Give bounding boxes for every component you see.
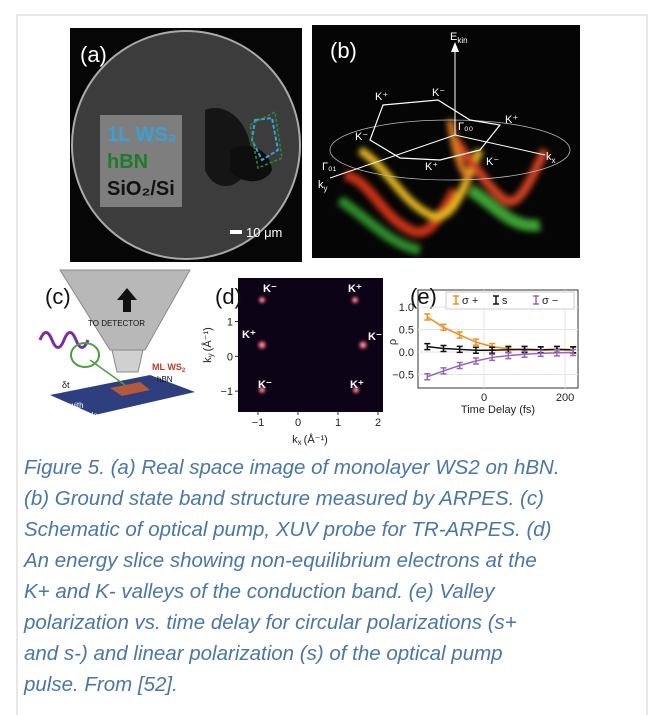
label-unit: (Å⁻¹)	[201, 327, 214, 351]
x-axis-label: Time Delay (fs)	[461, 404, 535, 416]
caption-line: (b) Ground state band structure measured…	[24, 487, 544, 510]
substrate-label: Si with	[60, 401, 84, 410]
panel-b: (b) Ekin K⁺ K⁻ K⁻ Γ₀₀ K⁺ K⁺ K⁻ Γ₀₁ kx ky	[312, 25, 580, 258]
point-label: Γ₀₀	[458, 121, 473, 133]
scale-label: 10 μm	[246, 225, 282, 240]
y-tick-label: 0	[227, 351, 233, 363]
legend-label: σ −	[542, 295, 558, 307]
panel-a: 1L WS₂ hBN SiO₂/Si (a) 10 μm	[70, 28, 302, 262]
spot	[256, 339, 268, 351]
caption-line: Schematic of optical pump, XUV probe for…	[24, 518, 552, 541]
caption-line: K+ and K- valleys of the conduction band…	[24, 580, 496, 603]
panel-label: (d)	[215, 284, 242, 309]
panel-d: (d) K⁻ K⁺ K⁺ K⁻ K⁻ K⁺ ky(Å⁻¹) kx(Å⁻¹) −1…	[201, 278, 383, 447]
panel-label: (c)	[45, 284, 71, 309]
x-tick-label: 200	[556, 392, 574, 404]
caption-line: pulse. From [52].	[23, 673, 178, 696]
detector-label: TO DETECTOR	[88, 319, 145, 328]
axis-sub: x	[552, 156, 556, 165]
point-label: K⁻	[432, 87, 445, 99]
legend-hbn: hBN	[107, 151, 148, 173]
axis-base: E	[450, 31, 457, 43]
legend-ws2: 1L WS₂	[107, 124, 177, 146]
spot	[257, 295, 267, 305]
axis-sub: kin	[457, 36, 467, 45]
lens	[112, 350, 143, 372]
caption-line: and s-) and linear polarization (s) of t…	[24, 642, 503, 665]
panel-label: (b)	[330, 38, 357, 63]
delay-label: δt	[62, 380, 70, 390]
point-label: K⁺	[505, 114, 518, 126]
valley-label: K⁺	[242, 329, 256, 341]
x-axis-label: kx(Å⁻¹)	[292, 433, 328, 447]
y-tick-label: −1	[220, 386, 233, 398]
caption-line: polarization vs. time delay for circular…	[23, 611, 517, 634]
y-tick-label: 1.0	[399, 302, 414, 314]
legend-label: s	[502, 295, 508, 307]
y-axis-label: ky(Å⁻¹)	[201, 327, 215, 363]
x-tick-label: 0	[295, 417, 301, 429]
label-unit: (Å⁻¹)	[304, 433, 328, 446]
substrate-label: native oxide	[55, 411, 98, 420]
y-tick-label: −0.5	[392, 370, 414, 382]
spot	[350, 295, 360, 305]
valley-label: K⁻	[258, 379, 272, 391]
caption-line: Figure 5. (a) Real space image of monola…	[24, 456, 560, 479]
label-sub: y	[206, 353, 215, 357]
panel-label: (e)	[410, 284, 437, 309]
valley-label: K⁺	[348, 283, 362, 295]
x-tick-label: 2	[375, 417, 381, 429]
point-label: K⁺	[375, 91, 388, 103]
point-label: Γ₀₁	[322, 161, 337, 173]
page: 1L WS₂ hBN SiO₂/Si (a) 10 μm (b) Ekin K⁺…	[0, 0, 660, 715]
x-tick-label: 1	[335, 417, 341, 429]
caption-line: An energy slice showing non-equilibrium …	[22, 549, 537, 572]
y-tick-label: 0.5	[399, 325, 414, 337]
panel-label: (a)	[80, 42, 107, 67]
y-axis-label: ρ	[387, 339, 399, 345]
y-tick-label: 1	[227, 317, 233, 329]
scale-bar	[230, 230, 242, 234]
valley-label: K⁻	[368, 331, 382, 343]
spacer-label: hBN	[157, 375, 173, 384]
legend-sio2: SiO₂/Si	[107, 178, 175, 200]
axis-sub: y	[324, 184, 328, 193]
legend-label: σ +	[462, 295, 478, 307]
caption: Figure 5. (a) Real space image of monola…	[22, 456, 560, 696]
valley-label: K⁺	[350, 379, 364, 391]
valley-label: K⁻	[263, 283, 277, 295]
panel-c: (c) TO DETECTOR ML WS2 hBN Si with nativ…	[25, 268, 203, 428]
point-label: K⁻	[355, 131, 368, 143]
point-label: K⁺	[425, 161, 438, 173]
x-tick-label: −1	[252, 417, 265, 429]
panel-e: (e) ρ Time Delay (fs) 1.0 0.5 0.0 −0.5 0 200 σ…	[387, 284, 578, 416]
x-tick-label: 0	[481, 392, 487, 404]
label-base: ML WS	[152, 362, 182, 372]
y-tick-label: 0.0	[399, 347, 414, 359]
label-sub: x	[298, 438, 302, 447]
point-label: K⁻	[486, 156, 499, 168]
